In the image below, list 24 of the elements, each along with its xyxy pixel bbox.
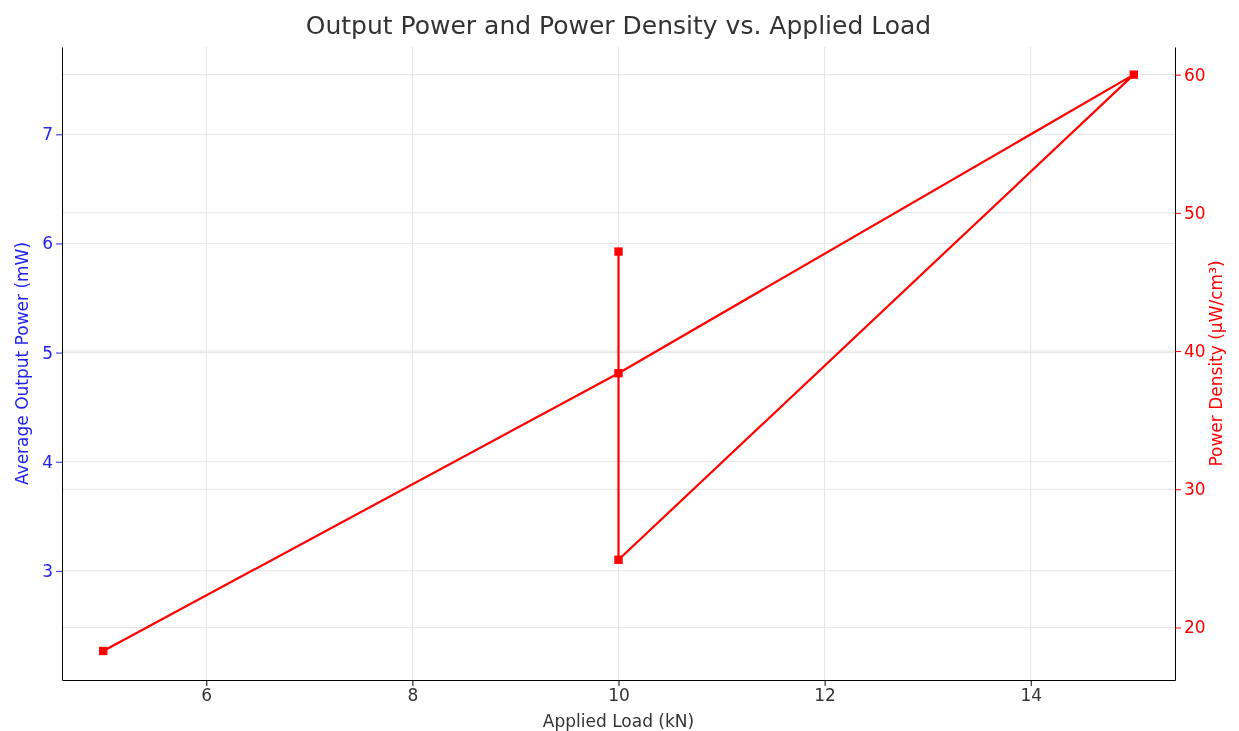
- point: [1129, 70, 1138, 79]
- point: [614, 247, 623, 256]
- y2-tick-label: 40: [1184, 341, 1206, 361]
- x-tick-label: 10: [608, 685, 630, 706]
- y2-tick-label: 60: [1184, 64, 1206, 85]
- y-tick-label: 4: [42, 451, 53, 472]
- y2-tick-label: 50: [1184, 202, 1206, 223]
- y-tick-label: 6: [42, 233, 53, 254]
- y2-tick-label: 20: [1184, 617, 1206, 638]
- x-tick-label: 14: [1020, 685, 1043, 706]
- y-tick-label: 5: [42, 342, 53, 363]
- y-axis-title: Average Output Power (mW): [12, 241, 32, 486]
- point: [99, 646, 108, 656]
- y2-tick-label: 30: [1184, 479, 1206, 500]
- y2-axis-title: Power Density (µW/cm³): [1206, 260, 1226, 467]
- chart-title: Output Power and Power Density vs. Applied Load: [305, 11, 932, 40]
- x-tick-label: 8: [407, 685, 419, 706]
- y-tick-label: 3: [42, 560, 53, 581]
- x-tick-label: 12: [814, 685, 836, 706]
- point: [614, 555, 623, 564]
- y-tick-label: 7: [42, 124, 53, 145]
- x-tick-label: 6: [201, 685, 213, 706]
- x-axis-title: Applied Load (kN): [542, 711, 695, 731]
- point: [614, 368, 623, 378]
